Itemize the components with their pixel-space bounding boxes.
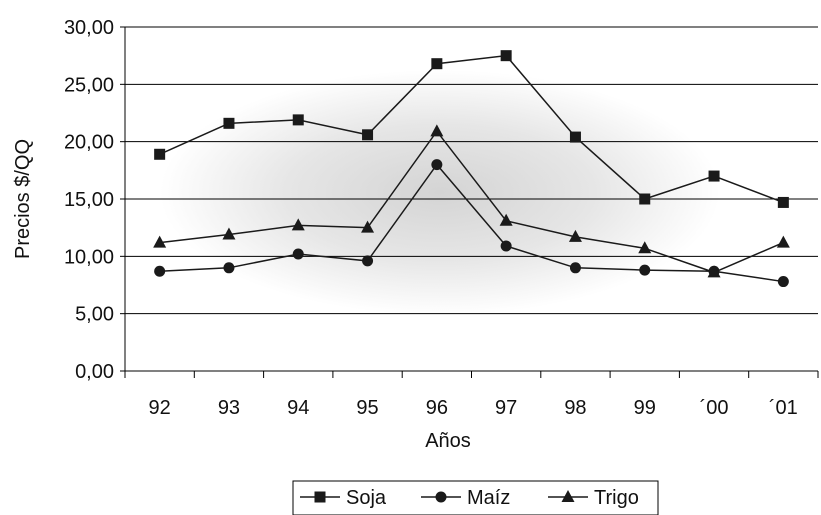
data-point-maiz xyxy=(223,262,234,273)
x-tick-label: 97 xyxy=(495,397,517,419)
x-tick-label: 93 xyxy=(218,397,240,419)
y-tick-label: 10,00 xyxy=(64,246,114,268)
data-point-soja xyxy=(501,50,512,61)
data-point-trigo xyxy=(777,236,790,248)
x-axis-title: Años xyxy=(425,430,471,452)
y-tick-label: 25,00 xyxy=(64,74,114,96)
y-tick-label: 0,00 xyxy=(75,361,114,383)
data-point-soja xyxy=(709,171,720,182)
y-axis-title: Precios $/QQ xyxy=(12,139,34,259)
data-point-soja xyxy=(570,132,581,143)
x-tick-label: 95 xyxy=(356,397,378,419)
x-tick-label: 94 xyxy=(287,397,309,419)
y-tick-label: 15,00 xyxy=(64,189,114,211)
legend-marker-maiz xyxy=(436,492,447,503)
data-point-maiz xyxy=(778,276,789,287)
data-point-maiz xyxy=(362,255,373,266)
data-point-soja xyxy=(639,194,650,205)
x-tick-label: 92 xyxy=(149,397,171,419)
x-tick-label: 96 xyxy=(426,397,448,419)
data-point-maiz xyxy=(639,265,650,276)
data-point-maiz xyxy=(570,262,581,273)
legend-label-trigo: Trigo xyxy=(594,487,639,509)
y-tick-label: 5,00 xyxy=(75,304,114,326)
y-tick-labels: 0,00 5,00 10,00 15,00 20,00 25,00 30,00 xyxy=(64,17,114,383)
data-point-maiz xyxy=(501,241,512,252)
data-point-soja xyxy=(431,58,442,69)
data-point-maiz xyxy=(431,159,442,170)
data-point-soja xyxy=(362,129,373,140)
data-point-maiz xyxy=(293,249,304,260)
x-tick-label: 99 xyxy=(634,397,656,419)
y-tick-label: 30,00 xyxy=(64,17,114,39)
data-point-soja xyxy=(293,114,304,125)
x-tick-label: ´01 xyxy=(769,397,798,419)
data-point-soja xyxy=(223,118,234,129)
y-tick-label: 20,00 xyxy=(64,132,114,154)
data-point-maiz xyxy=(154,266,165,277)
legend-label-soja: Soja xyxy=(346,487,387,509)
x-tick-label: 98 xyxy=(564,397,586,419)
plot-background xyxy=(160,70,720,315)
legend-marker-soja xyxy=(315,492,326,503)
legend-label-maiz: Maíz xyxy=(467,487,510,509)
x-tick-labels: 92 93 94 95 96 97 98 99 ´00 ´01 xyxy=(149,397,798,419)
legend: Soja Maíz Trigo xyxy=(293,481,658,515)
data-point-soja xyxy=(778,197,789,208)
x-tick-label: ´00 xyxy=(700,397,729,419)
data-point-soja xyxy=(154,149,165,160)
